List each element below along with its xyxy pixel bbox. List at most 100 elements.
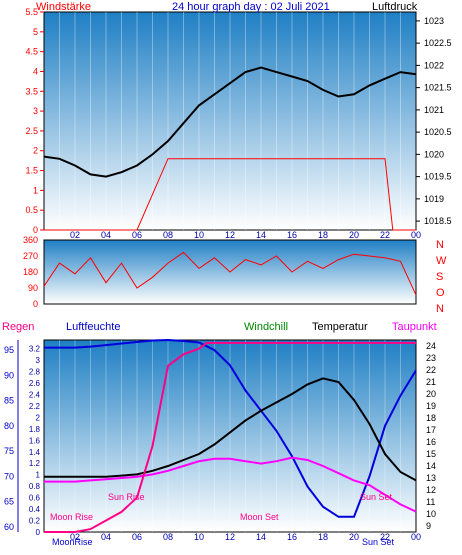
rain-tick: 2.6 — [29, 379, 41, 388]
bottom-hour-axis: 02 04 06 08 10 12 14 16 18 20 22 00 — [70, 532, 421, 542]
temperature-tick: 22 — [426, 365, 436, 375]
bottom-hour-tick: 10 — [194, 532, 204, 542]
temperature-tick: 20 — [426, 389, 436, 399]
humidity-tick: 90 — [4, 370, 14, 380]
bottom-hour-tick: 22 — [380, 532, 390, 542]
top-left-tick: 5.5 — [25, 7, 38, 17]
humidity-tick: 75 — [4, 446, 14, 456]
bottom-hour-tick: 02 — [70, 532, 80, 542]
top-left-tick: 5 — [33, 27, 38, 37]
bottom-hour-tick: 14 — [256, 532, 266, 542]
rain-tick: 1 — [36, 471, 41, 480]
top-right-tick: 1020.5 — [424, 127, 452, 137]
top-hour-tick: 12 — [225, 230, 235, 240]
top-hour-tick: 02 — [70, 230, 80, 240]
top-hour-axis: 02 04 06 08 10 12 14 16 18 20 22 00 — [70, 230, 421, 240]
top-right-tick: 1023 — [424, 16, 444, 26]
top-hour-tick: 10 — [194, 230, 204, 240]
rain-tick: 0.4 — [29, 505, 41, 514]
temperature-tick: 13 — [426, 473, 436, 483]
direction-label: S — [436, 271, 443, 283]
direction-label: W — [436, 255, 447, 267]
top-left-tick: 2 — [33, 146, 38, 156]
rain-tick: 1.6 — [29, 436, 41, 445]
bottom-hour-tick: 16 — [287, 532, 297, 542]
bottom-hour-tick: 20 — [349, 532, 359, 542]
top-hour-tick: 00 — [411, 230, 421, 240]
top-left-tick: 4 — [33, 66, 38, 76]
top-left-axis: 0 0.5 1 1.5 2 2.5 3 3.5 4 4.5 5 5.5 — [25, 7, 44, 235]
top-right-tick: 1018.5 — [424, 216, 452, 226]
humidity-tick: 65 — [4, 497, 14, 507]
temperature-tick: 18 — [426, 413, 436, 423]
series-temperatur — [44, 377, 417, 482]
temperature-tick: 10 — [426, 509, 436, 519]
bottom-panel-background — [43, 339, 417, 533]
temperature-tick: 16 — [426, 437, 436, 447]
humidity-tick: 60 — [4, 522, 14, 532]
direction-label: N — [436, 239, 444, 251]
top-left-tick: 3.5 — [25, 86, 38, 96]
top-left-tick: 2.5 — [25, 126, 38, 136]
sun-rise-label: Sun Rise — [108, 492, 145, 502]
middle-plot — [43, 251, 417, 296]
series-taupunkt — [44, 456, 417, 513]
windchill-label: Windchill — [244, 321, 288, 333]
humidity-tick: 85 — [4, 396, 14, 406]
rain-tick: 2 — [36, 413, 41, 422]
direction-label: O — [436, 287, 445, 299]
humidity-tick: 70 — [4, 471, 14, 481]
top-left-tick: 3 — [33, 106, 38, 116]
moon-rise-axis-label: MoonRise — [52, 537, 93, 547]
bottom-hour-tick: 18 — [318, 532, 328, 542]
top-right-tick: 1019.5 — [424, 172, 452, 182]
middle-left-tick: 360 — [23, 235, 38, 245]
top-hour-tick: 22 — [380, 230, 390, 240]
temperature-tick: 9 — [426, 521, 431, 531]
bottom-hour-tick: 08 — [163, 532, 173, 542]
temperature-axis: 9 10 11 12 13 14 15 16 17 18 19 20 21 22 23 24 — [426, 341, 436, 531]
rain-tick: 2.8 — [29, 368, 41, 377]
middle-left-tick: 180 — [23, 267, 38, 277]
top-left-tick: 0.5 — [25, 205, 38, 215]
rain-tick: 2.2 — [29, 402, 41, 411]
rain-tick: 0.8 — [29, 482, 41, 491]
top-left-tick: 0 — [33, 225, 38, 235]
top-left-tick: 1 — [33, 185, 38, 195]
top-right-tick: 1019 — [424, 194, 444, 204]
top-left-label: Windstärke — [36, 1, 91, 13]
humidity-tick: 95 — [4, 345, 14, 355]
top-right-label: Luftdruck — [372, 1, 418, 13]
bottom-hour-tick: 00 — [411, 532, 421, 542]
middle-left-tick: 270 — [23, 251, 38, 261]
bottom-hour-tick: 12 — [225, 532, 235, 542]
series-regen — [44, 341, 416, 533]
temperature-tick: 12 — [426, 485, 436, 495]
middle-left-axis: 0 90 180 270 360 — [23, 235, 38, 309]
middle-left-tick: 0 — [33, 299, 38, 309]
temperatur-label: Temperatur — [312, 321, 368, 333]
top-hour-tick: 08 — [163, 230, 173, 240]
rain-tick: 0 — [36, 528, 41, 537]
top-plot — [43, 12, 417, 231]
top-hour-tick: 04 — [101, 230, 111, 240]
temperature-tick: 14 — [426, 461, 436, 471]
direction-label: N — [436, 303, 444, 315]
rain-tick: 1.8 — [29, 425, 41, 434]
top-hour-tick: 18 — [318, 230, 328, 240]
regen-label: Regen — [2, 321, 34, 333]
top-left-tick: 1.5 — [25, 166, 38, 176]
rain-tick: 2.4 — [29, 390, 41, 399]
temperature-tick: 19 — [426, 401, 436, 411]
bottom-plot — [44, 338, 417, 533]
top-right-tick: 1021.5 — [424, 83, 452, 93]
temperature-tick: 24 — [426, 341, 436, 351]
rain-tick: 1.4 — [29, 448, 41, 457]
temperature-tick: 23 — [426, 353, 436, 363]
top-right-tick: 1020 — [424, 149, 444, 159]
pressure-series — [43, 66, 417, 178]
direction-series — [43, 251, 417, 296]
temperature-tick: 21 — [426, 377, 436, 387]
middle-left-tick: 90 — [28, 283, 38, 293]
